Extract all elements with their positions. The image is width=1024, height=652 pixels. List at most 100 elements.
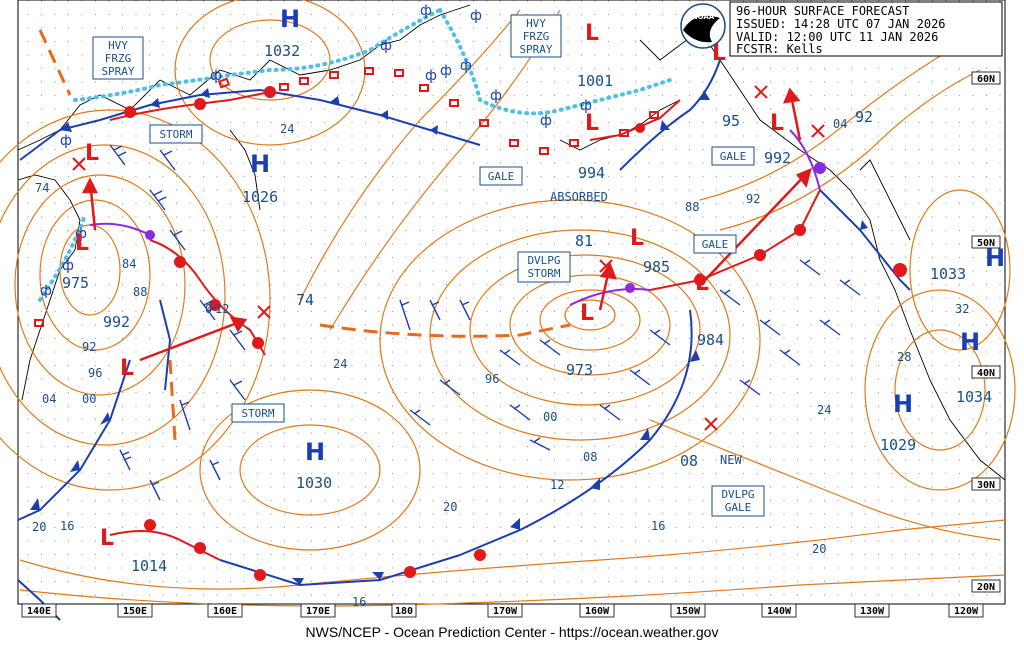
isobar-label: 92	[82, 340, 96, 354]
isobar-label: 12	[215, 302, 229, 316]
low-pressure: 992	[764, 149, 791, 167]
x-markers	[72, 85, 825, 431]
svg-text:ф: ф	[440, 63, 452, 79]
header-line-3: VALID: 12:00 UTC 11 JAN 2026	[736, 30, 938, 44]
low-markers: L L L L L L L L L L L	[75, 21, 784, 551]
svg-text:ф: ф	[75, 226, 87, 242]
svg-text:30N: 30N	[977, 480, 995, 491]
svg-text:L: L	[120, 356, 134, 381]
svg-text:ф: ф	[62, 258, 74, 274]
svg-text:STORM: STORM	[527, 267, 560, 280]
svg-text:HVY: HVY	[108, 39, 128, 52]
svg-text:GALE: GALE	[725, 501, 752, 514]
warning-gale-1: GALE	[479, 166, 523, 186]
high-pressure: 1034	[956, 388, 992, 406]
high-symbol: H	[250, 150, 270, 178]
svg-text:150W: 150W	[676, 606, 701, 617]
warning-hvy-frzg-spray-2: HVY FRZG SPRAY	[510, 14, 562, 58]
low-pressure: 1014	[131, 557, 167, 575]
storm-tracks	[81, 87, 812, 362]
svg-text:ф: ф	[490, 88, 502, 104]
isobar-label: 12	[550, 478, 564, 492]
isobar-label: 32	[955, 302, 969, 316]
svg-text:130W: 130W	[860, 606, 885, 617]
svg-text:L: L	[695, 271, 709, 296]
forecast-header: 96-HOUR SURFACE FORECAST ISSUED: 14:28 U…	[729, 1, 1003, 57]
warning-dvlpg-gale: DVLPG GALE	[711, 485, 765, 517]
isobar-label: 24	[817, 403, 831, 417]
isobar-label: 84	[122, 257, 136, 271]
svg-text:170W: 170W	[493, 606, 518, 617]
svg-text:L: L	[580, 301, 594, 326]
isobar-label: 20	[812, 542, 826, 556]
svg-text:140E: 140E	[27, 606, 51, 617]
svg-text:140W: 140W	[767, 606, 792, 617]
header-line-1: 96-HOUR SURFACE FORECAST	[736, 4, 909, 18]
svg-text:STORM: STORM	[241, 407, 274, 420]
ice-boxes	[34, 67, 659, 327]
warning-storm-1: STORM	[149, 124, 203, 144]
svg-text:160E: 160E	[213, 606, 237, 617]
svg-text:ф: ф	[420, 3, 432, 19]
lon-labels: 140E 150E 160E 170E 180 170W 160W 150W 1…	[21, 603, 984, 618]
warning-storm-2: STORM	[231, 403, 285, 423]
svg-text:ф: ф	[210, 68, 222, 84]
high-pressure: 1029	[880, 436, 916, 454]
svg-text:L: L	[630, 226, 644, 251]
high-symbol: H	[960, 328, 980, 356]
isobar-label: 24	[280, 122, 294, 136]
svg-text:FRZG: FRZG	[523, 30, 550, 43]
low-pressure: 985	[643, 258, 670, 276]
isobar-label: 28	[897, 350, 911, 364]
svg-text:L: L	[585, 21, 599, 46]
footer-credit: NWS/NCEP - Ocean Prediction Center - htt…	[305, 624, 719, 640]
svg-text:ф: ф	[60, 133, 72, 149]
isobar-label: 20	[443, 500, 457, 514]
svg-text:L: L	[770, 111, 784, 136]
isobar-label: 20	[32, 520, 46, 534]
svg-text:L: L	[85, 141, 99, 166]
warning-gale-3: GALE	[693, 234, 737, 254]
isobar-label: 00	[543, 410, 557, 424]
isobar-label: 04	[42, 392, 56, 406]
freezing-spray-symbols: ффф фф ф ффф ффф фф	[40, 3, 592, 299]
svg-text:180: 180	[395, 606, 413, 617]
high-pressure: 1032	[264, 42, 300, 60]
warning-gale-2: GALE	[711, 146, 755, 166]
isobar-label: 16	[651, 519, 665, 533]
svg-text:20N: 20N	[977, 582, 995, 593]
isobar-label: 24	[333, 357, 347, 371]
noaa-logo: NOAA	[680, 3, 726, 49]
low-pressure: 984	[697, 331, 724, 349]
isobar-label: 92	[746, 192, 760, 206]
header-line-2: ISSUED: 14:28 UTC 07 JAN 2026	[736, 17, 946, 31]
svg-text:L: L	[75, 231, 89, 256]
isobar-label: 96	[88, 366, 102, 380]
svg-text:170E: 170E	[306, 606, 330, 617]
high-symbol: H	[985, 244, 1005, 272]
low-pressure: 975	[62, 274, 89, 292]
high-symbol: H	[305, 438, 325, 466]
svg-text:L: L	[585, 111, 599, 136]
low-pressure: 994	[578, 164, 605, 182]
isobars	[0, 0, 1016, 607]
low-pressure: 992	[103, 313, 130, 331]
isobar-label: 08	[583, 450, 597, 464]
svg-text:150E: 150E	[123, 606, 147, 617]
high-centers: H 1032 H 1026 H 1030 H 1029 H 1034 H 103…	[242, 5, 1005, 492]
low-pressures: 975 992 973 985 984 994 1001 992 1014 08	[62, 72, 791, 575]
isobar-label: 88	[133, 285, 147, 299]
warning-hvy-frzg-spray-1: HVY FRZG SPRAY	[92, 36, 144, 80]
isobar-label: 0	[205, 302, 212, 316]
svg-text:60N: 60N	[977, 74, 995, 85]
isobar-label: 74	[35, 181, 49, 195]
warning-dvlpg-storm: DVLPG STORM	[517, 251, 571, 283]
svg-text:ф: ф	[380, 38, 392, 54]
new-label: NEW	[720, 453, 742, 467]
svg-text:GALE: GALE	[488, 170, 515, 183]
ice-edge	[38, 8, 672, 302]
lat-labels: 60N 50N 40N 30N 20N	[971, 71, 1001, 593]
isobar-label: 04	[833, 117, 847, 131]
svg-text:SPRAY: SPRAY	[519, 43, 552, 56]
